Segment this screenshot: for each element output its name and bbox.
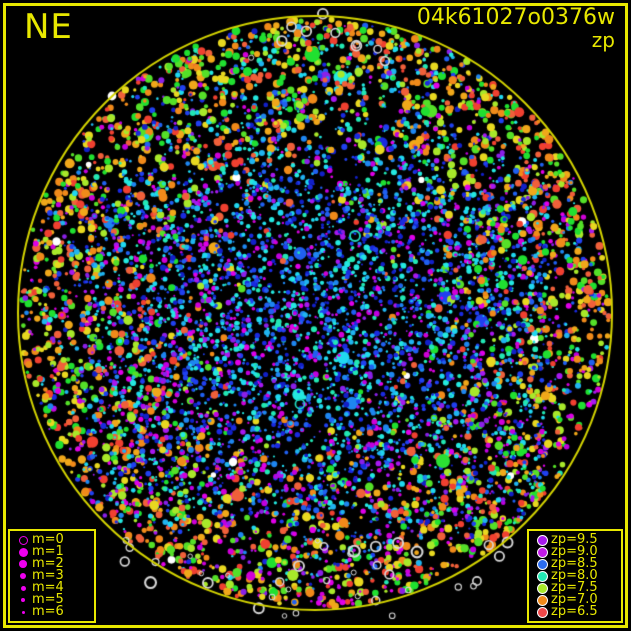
chart-title-block: 04k61027o0376w zp	[417, 6, 615, 51]
legend-swatch	[533, 570, 551, 582]
legend-swatch	[14, 585, 32, 591]
legend-item-label: m=1	[32, 544, 64, 559]
legend-swatch	[14, 573, 32, 579]
legend-item-label: zp=8.0	[551, 568, 598, 583]
legend-swatch	[14, 547, 32, 557]
legend-item-label: zp=6.5	[551, 604, 598, 619]
legend-swatch	[533, 558, 551, 570]
magnitude-legend-row: m=5	[14, 592, 89, 607]
magnitude-legend-row: m=0	[14, 532, 89, 547]
legend-item-label: m=2	[32, 556, 64, 571]
zeropoint-legend-row: zp=6.5	[533, 604, 616, 619]
magnitude-legend-row: m=4	[14, 580, 89, 595]
legend-marker-icon	[536, 570, 548, 582]
legend-item-label: m=3	[32, 568, 64, 583]
legend-marker-icon	[536, 558, 548, 570]
legend-item-label: m=4	[32, 580, 64, 595]
zeropoint-legend-row: zp=9.5	[533, 532, 616, 547]
page-title: 04k61027o0376w	[416, 5, 615, 30]
zeropoint-legend-row: zp=8.5	[533, 556, 616, 571]
chart-subtitle: zp	[591, 28, 615, 52]
legend-swatch	[533, 546, 551, 558]
legend-item-label: zp=9.0	[551, 544, 598, 559]
legend-item-label: zp=9.5	[551, 532, 598, 547]
legend-item-label: zp=7.0	[551, 592, 598, 607]
legend-item-label: m=6	[32, 604, 64, 619]
magnitude-legend-row: m=3	[14, 568, 89, 583]
legend-marker-icon	[21, 610, 25, 614]
legend-swatch	[533, 582, 551, 594]
legend-marker-icon	[21, 598, 25, 602]
legend-item-label: m=0	[32, 532, 64, 547]
magnitude-legend-row: m=6	[14, 604, 89, 619]
legend-marker-icon	[536, 546, 548, 558]
legend-swatch	[533, 594, 551, 606]
legend-item-label: m=5	[32, 592, 64, 607]
zeropoint-legend: zp=9.5 zp=9.0 zp=8.5 zp=8.0 zp=7.5 zp=7.0 zp=6…	[527, 529, 623, 623]
zeropoint-legend-row: zp=7.0	[533, 592, 616, 607]
legend-swatch	[533, 534, 551, 546]
legend-swatch	[14, 560, 32, 568]
legend-swatch	[533, 606, 551, 618]
legend-marker-icon	[18, 535, 28, 545]
legend-marker-icon	[536, 582, 548, 594]
legend-marker-icon	[536, 606, 548, 618]
legend-marker-icon	[18, 547, 28, 557]
magnitude-legend: m=0 m=1 m=2 m=3 m=4 m=5 m=6	[8, 529, 96, 623]
legend-item-label: zp=7.5	[551, 580, 598, 595]
zeropoint-legend-row: zp=9.0	[533, 544, 616, 559]
legend-swatch	[14, 598, 32, 602]
orientation-label-ne: NE	[24, 7, 73, 47]
legend-marker-icon	[19, 560, 27, 568]
magnitude-legend-row: m=1	[14, 544, 89, 559]
legend-swatch	[14, 535, 32, 545]
legend-item-label: zp=8.5	[551, 556, 598, 571]
legend-swatch	[14, 610, 32, 614]
legend-marker-icon	[20, 585, 26, 591]
legend-marker-icon	[536, 594, 548, 606]
magnitude-legend-row: m=2	[14, 556, 89, 571]
legend-marker-icon	[20, 573, 26, 579]
legend-marker-icon	[536, 534, 548, 546]
zeropoint-legend-row: zp=7.5	[533, 580, 616, 595]
zeropoint-legend-row: zp=8.0	[533, 568, 616, 583]
